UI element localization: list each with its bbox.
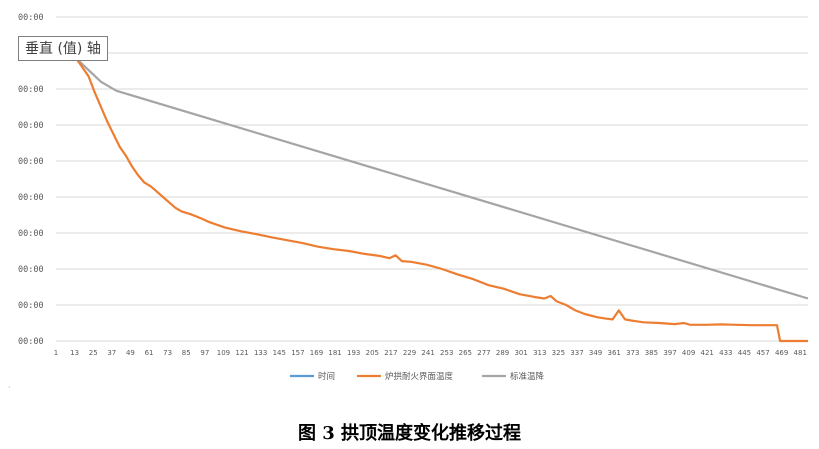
x-tick-label: 253	[440, 349, 453, 357]
legend-label: 时间	[318, 371, 335, 382]
legend-label: 炉拱耐火界面温度	[385, 371, 454, 382]
x-tick-label: 121	[235, 349, 248, 357]
x-tick-label: 85	[182, 349, 191, 357]
x-tick-label: 13	[70, 349, 79, 357]
x-tick-label: 385	[645, 349, 658, 357]
x-tick-label: 457	[756, 349, 769, 357]
x-tick-label: 337	[570, 349, 583, 357]
x-tick-label: 373	[626, 349, 639, 357]
y-axis-title: 垂直 (值) 轴	[18, 36, 108, 61]
x-tick-label: 1	[54, 349, 58, 357]
x-tick-label: 181	[328, 349, 341, 357]
y-tick-label: 00:00	[18, 265, 44, 275]
y-tick-label: 00:00	[18, 157, 44, 167]
figure-caption: 图 3 拱顶温度变化推移过程	[297, 423, 522, 444]
y-tick-label: 00:00	[18, 121, 44, 131]
x-tick-label: 301	[514, 349, 527, 357]
y-tick-label: 00:00	[18, 229, 44, 239]
x-tick-label: 109	[217, 349, 230, 357]
series-lines	[75, 57, 809, 343]
x-tick-label: 445	[738, 349, 751, 357]
x-tick-label: 61	[145, 349, 154, 357]
x-tick-label: 277	[477, 349, 490, 357]
x-tick-label: 145	[273, 349, 286, 357]
x-tick-label: 229	[403, 349, 416, 357]
series-line-1	[75, 57, 808, 343]
y-axis-tick-labels: 00:00 00:00 00:00 00:00 00:00 00:00 00:00 00:00…	[18, 13, 44, 347]
x-tick-label: 205	[366, 349, 379, 357]
x-tick-label: 325	[552, 349, 565, 357]
y-tick-label: 00:00	[18, 337, 44, 347]
x-tick-label: 469	[775, 349, 788, 357]
x-tick-label: 421	[701, 349, 714, 357]
x-tick-label: 481	[794, 349, 807, 357]
x-tick-label: 73	[163, 349, 172, 357]
x-tick-label: 241	[421, 349, 434, 357]
x-tick-label: 49	[126, 349, 135, 357]
series-line-2	[75, 57, 809, 300]
x-tick-label: 433	[719, 349, 732, 357]
x-tick-label: 193	[347, 349, 360, 357]
x-tick-label: 409	[682, 349, 695, 357]
x-tick-label: 361	[607, 349, 620, 357]
x-axis-tick-labels: 1 13 25 37 49 61 73 85 97 109 121 133 145 157 169 181 19…	[54, 349, 807, 357]
y-tick-label: 00:00	[18, 301, 44, 311]
corner-mark: ·	[8, 383, 11, 392]
x-tick-label: 97	[200, 349, 209, 357]
x-tick-label: 157	[291, 349, 304, 357]
x-tick-label: 289	[496, 349, 509, 357]
legend-label: 标准温降	[510, 371, 545, 382]
x-tick-label: 169	[310, 349, 323, 357]
y-tick-label: 00:00	[18, 85, 44, 95]
x-tick-label: 397	[663, 349, 676, 357]
x-tick-label: 25	[89, 349, 98, 357]
legend: 时间 炉拱耐火界面温度 标准温降	[290, 371, 545, 382]
x-tick-label: 313	[533, 349, 546, 357]
x-tick-label: 265	[459, 349, 472, 357]
y-tick-label: 00:00	[18, 13, 44, 23]
x-tick-label: 217	[384, 349, 397, 357]
x-tick-label: 37	[107, 349, 116, 357]
x-tick-label: 349	[589, 349, 602, 357]
grid-lines	[56, 16, 808, 342]
y-tick-label: 00:00	[18, 193, 44, 203]
x-tick-label: 133	[254, 349, 267, 357]
